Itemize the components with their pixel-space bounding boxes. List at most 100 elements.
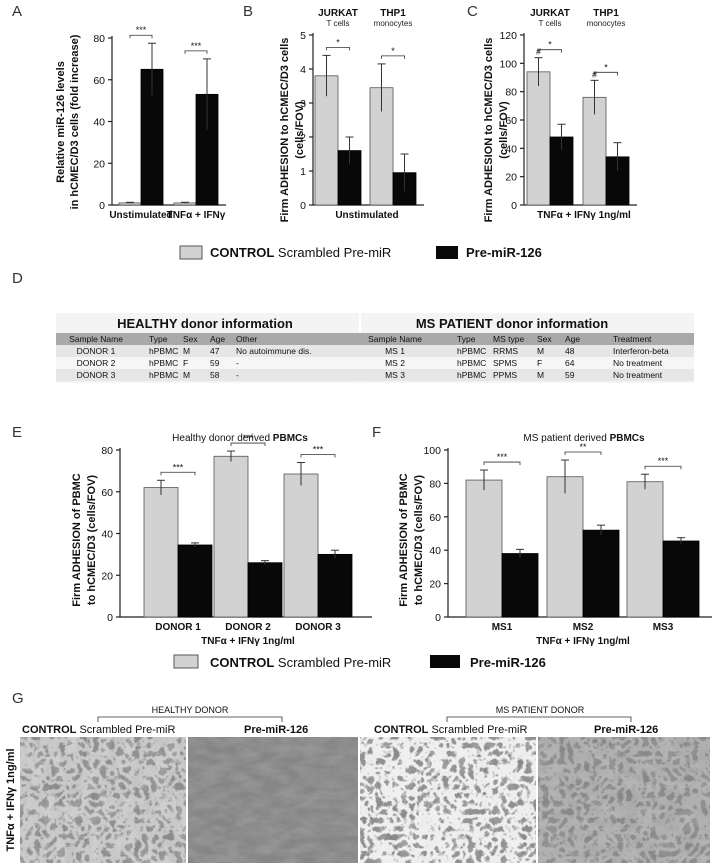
y-tick-label: 5 xyxy=(300,30,306,42)
panel-c-xcat: TNFα + IFNγ 1ng/ml xyxy=(537,210,631,221)
table-healthy-cell: hPBMC xyxy=(149,346,178,356)
x-category-label: MS2 xyxy=(573,622,594,633)
significance-label: *** xyxy=(243,433,254,443)
donor-table: HEALTHY donor information MS PATIENT don… xyxy=(56,313,694,383)
panel-label-g: G xyxy=(12,690,24,707)
y-tick-label: 4 xyxy=(300,64,306,76)
table-healthy-title: HEALTHY donor information xyxy=(117,316,293,331)
table-healthy-cell: - xyxy=(236,358,239,368)
panel-g-premir-label-1: Pre-miR-126 xyxy=(244,724,308,736)
significance-label: ** xyxy=(579,442,587,452)
bar-control xyxy=(546,476,584,618)
significance-label: *** xyxy=(173,462,184,472)
table-ms-cell: F xyxy=(537,358,542,368)
significance-bracket xyxy=(483,461,521,466)
panel-c-group-2-sub: monocytes xyxy=(587,19,626,28)
table-ms-cell: No treatment xyxy=(613,358,663,368)
bar-premir xyxy=(582,529,620,618)
legend-mid-premir-swatch xyxy=(430,655,460,668)
y-tick-label: 0 xyxy=(300,200,306,212)
panel-c-group-1: JURKAT xyxy=(530,8,570,19)
y-tick-label: 80 xyxy=(429,478,441,490)
panel-e-ylabel-1: Firm ADHESION of PBMC xyxy=(71,473,83,606)
legend-top-premir-label: Pre-miR-126 xyxy=(466,245,542,260)
chart-panel-a: 0 20 40 60 80 *** *** xyxy=(93,25,226,212)
bar-premir xyxy=(501,553,539,618)
panel-f-ylabel-1: Firm ADHESION of PBMC xyxy=(398,473,410,606)
y-tick-label: 3 xyxy=(300,98,306,110)
table-healthy-header: Sex xyxy=(183,334,198,344)
table-ms-header: Sample Name xyxy=(368,334,422,344)
table-ms-cell: hPBMC xyxy=(457,346,486,356)
y-tick-label: 80 xyxy=(101,445,113,457)
x-category-label: DONOR 3 xyxy=(295,622,341,633)
panel-label-a: A xyxy=(12,3,22,20)
table-ms-cell: MS 2 xyxy=(385,358,405,368)
micrograph-ms-control xyxy=(360,737,536,863)
y-tick-label: 80 xyxy=(505,87,517,99)
panel-c-group-2: THP1 xyxy=(593,8,619,19)
table-healthy-cell: 58 xyxy=(210,370,220,380)
panel-b-group-1-sub: T cells xyxy=(327,19,350,28)
x-category-label: MS1 xyxy=(492,622,513,633)
panel-b-ylabel-1: Firm ADHESION to hCMEC/D3 cells xyxy=(279,38,291,223)
panel-b-xcat: Unstimulated xyxy=(335,210,398,221)
significance-bracket xyxy=(300,454,336,458)
table-ms-header: Treatment xyxy=(613,334,652,344)
significance-label: * xyxy=(391,46,395,56)
table-ms-cell: RRMS xyxy=(493,346,518,356)
significance-bracket xyxy=(644,465,682,470)
y-tick-label: 0 xyxy=(511,200,517,212)
y-tick-label: 20 xyxy=(93,158,105,170)
table-ms-title: MS PATIENT donor information xyxy=(416,316,608,331)
panel-b-group-2-sub: monocytes xyxy=(374,19,413,28)
table-ms-cell: PPMS xyxy=(493,370,517,380)
x-category-label: DONOR 2 xyxy=(225,622,271,633)
panel-label-c: C xyxy=(467,3,478,20)
panel-a-cat-1: Unstimulated xyxy=(109,210,172,221)
significance-bracket xyxy=(326,47,350,51)
panel-g-control-label-2: CONTROL Scrambled Pre-miR xyxy=(374,724,527,736)
y-tick-label: 60 xyxy=(93,75,105,87)
y-tick-label: 60 xyxy=(101,487,113,499)
y-tick-label: 20 xyxy=(429,579,441,591)
table-healthy-cell: F xyxy=(183,358,188,368)
table-healthy-cell: DONOR 2 xyxy=(77,358,116,368)
significance-bracket xyxy=(129,34,153,39)
significance-label: *** xyxy=(136,25,147,35)
panel-label-f: F xyxy=(372,424,381,441)
table-header-row xyxy=(56,333,694,345)
table-ms-header: Type xyxy=(457,334,476,344)
chart-panel-f: 0 20 40 60 80 100 *** MS1 ** MS2 *** MS3 xyxy=(423,442,712,633)
panel-g-side-label: TNFα + IFNγ 1ng/ml xyxy=(5,748,17,851)
panel-label-d: D xyxy=(12,270,23,287)
bar-control xyxy=(465,479,503,618)
panel-c-ylabel-2: (cells/FOV) xyxy=(498,101,510,159)
significance-label: *** xyxy=(313,445,324,455)
y-tick-label: 20 xyxy=(101,570,113,582)
significance-bracket xyxy=(230,442,266,447)
table-ms-cell: hPBMC xyxy=(457,358,486,368)
panel-b-ylabel-2: (cells/FOV) xyxy=(294,101,306,159)
panel-b-group-1: JURKAT xyxy=(318,8,358,19)
table-healthy-header: Other xyxy=(236,334,257,344)
hash-marker: # xyxy=(536,47,541,57)
bar-premir xyxy=(247,562,283,618)
table-healthy-cell: hPBMC xyxy=(149,370,178,380)
significance-label: * xyxy=(336,37,340,47)
table-healthy-cell: hPBMC xyxy=(149,358,178,368)
panel-f-title: MS patient derived PBMCs xyxy=(523,433,645,444)
y-tick-label: 40 xyxy=(101,529,113,541)
table-ms-cell: 64 xyxy=(565,358,575,368)
table-healthy-cell: DONOR 1 xyxy=(77,346,116,356)
table-healthy-cell: M xyxy=(183,346,190,356)
table-ms-cell: Interferon-beta xyxy=(613,346,669,356)
micrograph-healthy-control xyxy=(20,737,186,863)
panel-a-ylabel-1: Relative miR-126 levels xyxy=(55,61,67,183)
y-tick-label: 1 xyxy=(300,166,306,178)
table-ms-cell: MS 1 xyxy=(385,346,405,356)
y-tick-label: 40 xyxy=(429,545,441,557)
bar-premir xyxy=(177,544,213,618)
panel-f-xcat: TNFα + IFNγ 1ng/ml xyxy=(536,636,630,647)
bar-premir xyxy=(662,540,700,618)
